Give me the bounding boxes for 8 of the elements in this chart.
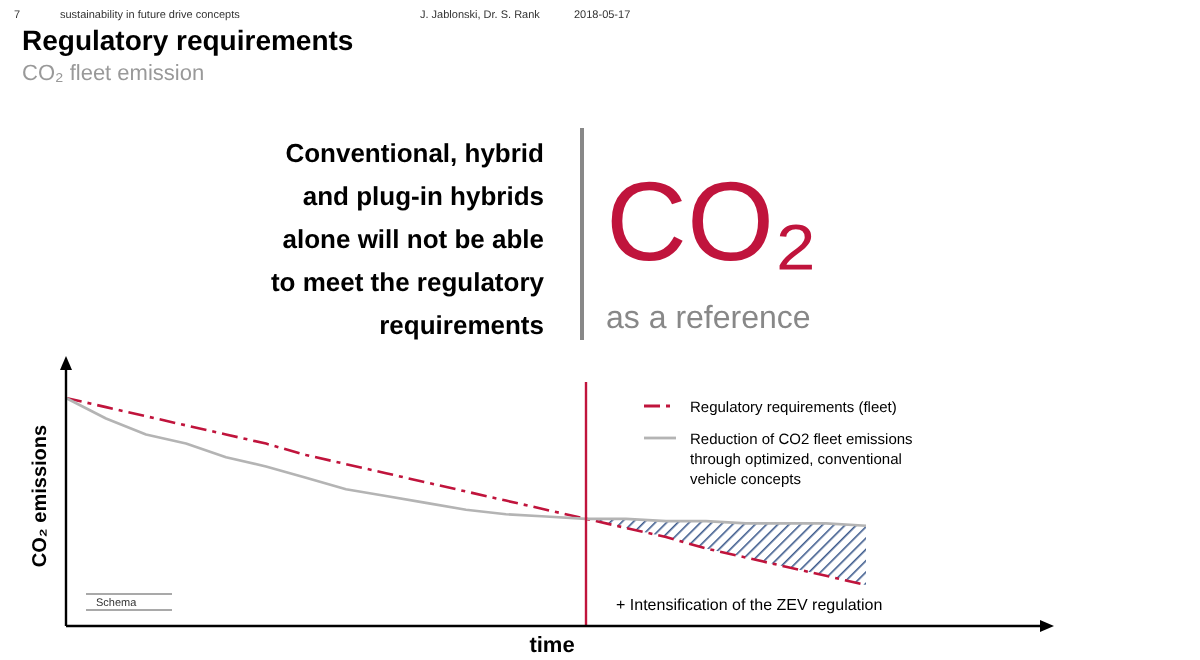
text: CO₂: [606, 158, 818, 284]
text: as a reference: [606, 302, 811, 336]
x-axis-title: time: [529, 634, 575, 658]
text: Conventional, hybrid and plug-in hybrids alone will not be able to meet the regulatory requirements: [270, 138, 546, 340]
y-axis-title: CO₂ emissions: [30, 424, 52, 568]
chart-subtitle: CO₂ fleet emission: [22, 62, 205, 86]
chart-title: Regulatory requirements: [22, 24, 354, 56]
annotation: + Intensification of the ZEV regulation: [616, 596, 883, 614]
